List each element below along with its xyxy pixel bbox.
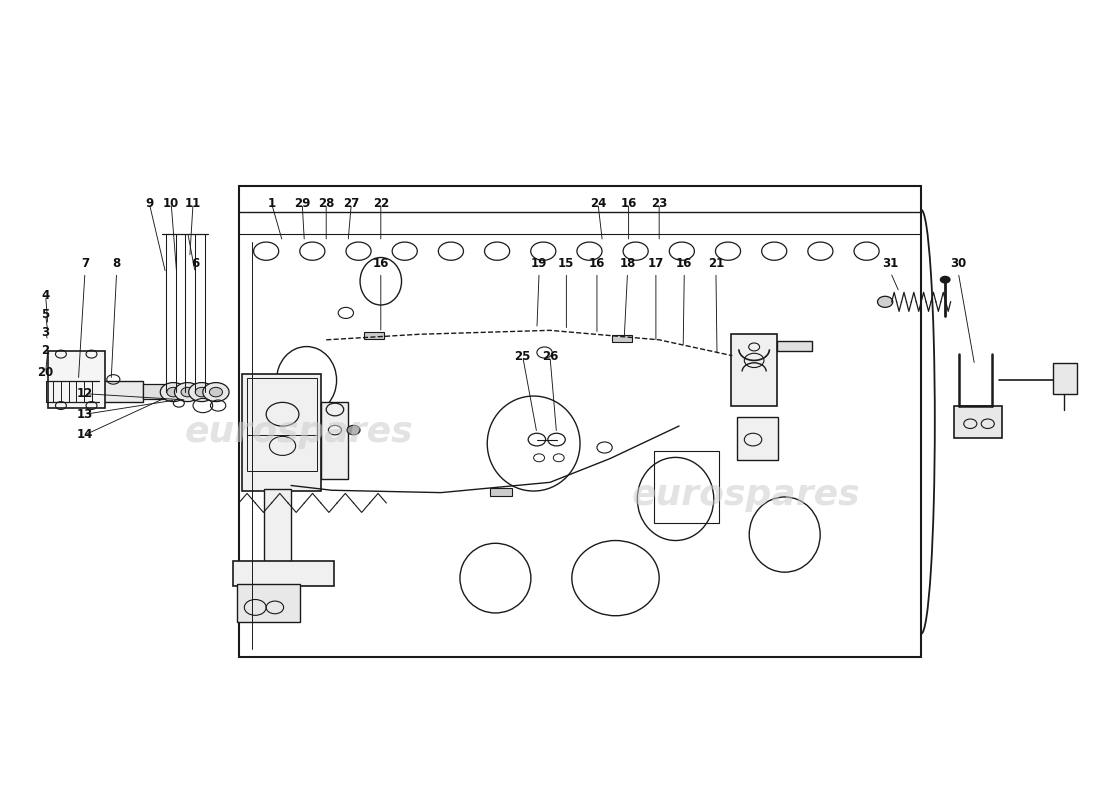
Text: 27: 27	[343, 197, 360, 210]
Text: 3: 3	[42, 326, 50, 339]
Text: 15: 15	[558, 258, 574, 270]
Circle shape	[189, 382, 214, 402]
Bar	[364, 332, 384, 339]
Text: eurospares: eurospares	[632, 478, 861, 512]
Circle shape	[878, 296, 893, 307]
Circle shape	[175, 382, 200, 402]
Bar	[246, 378, 318, 471]
Circle shape	[167, 387, 180, 397]
Text: 28: 28	[318, 197, 334, 210]
Circle shape	[346, 426, 360, 435]
Circle shape	[939, 276, 950, 284]
Circle shape	[161, 382, 187, 402]
Text: 13: 13	[77, 408, 94, 421]
Text: 11: 11	[185, 197, 201, 210]
Text: 23: 23	[651, 197, 668, 210]
Text: 1: 1	[267, 197, 276, 210]
Bar	[143, 384, 167, 399]
Text: 29: 29	[294, 197, 310, 210]
Text: 17: 17	[648, 258, 664, 270]
Circle shape	[182, 387, 194, 397]
Bar	[99, 381, 143, 402]
Bar	[777, 342, 812, 351]
Text: 6: 6	[191, 258, 199, 270]
Bar	[47, 351, 104, 408]
Text: 14: 14	[77, 428, 94, 442]
Text: 8: 8	[112, 258, 121, 270]
Text: 26: 26	[542, 350, 558, 363]
Text: 25: 25	[515, 350, 531, 363]
Bar	[239, 186, 921, 658]
Text: eurospares: eurospares	[185, 414, 414, 449]
Bar	[321, 402, 348, 479]
Bar	[954, 406, 1002, 438]
Text: 16: 16	[373, 258, 389, 270]
Bar	[1054, 362, 1077, 394]
Bar	[264, 490, 292, 562]
Text: 4: 4	[42, 289, 50, 302]
Text: 16: 16	[676, 258, 693, 270]
Text: 20: 20	[37, 366, 54, 378]
Text: 18: 18	[619, 258, 636, 270]
Text: 21: 21	[707, 258, 724, 270]
Text: 19: 19	[531, 258, 548, 270]
Bar	[732, 334, 777, 406]
Bar	[236, 584, 300, 622]
Text: 31: 31	[882, 258, 899, 270]
Bar	[653, 451, 719, 522]
Circle shape	[195, 387, 208, 397]
Text: 10: 10	[163, 197, 179, 210]
Text: 22: 22	[373, 197, 389, 210]
Text: 12: 12	[77, 387, 94, 400]
Circle shape	[209, 387, 222, 397]
Bar	[737, 417, 778, 460]
Text: 5: 5	[42, 308, 50, 321]
Bar	[242, 374, 321, 491]
Bar	[613, 335, 631, 342]
Text: 7: 7	[81, 258, 89, 270]
Bar	[490, 488, 512, 496]
Text: 30: 30	[950, 258, 967, 270]
Text: 16: 16	[620, 197, 637, 210]
Text: 9: 9	[145, 197, 154, 210]
Bar	[233, 561, 334, 586]
Circle shape	[202, 382, 229, 402]
Text: 2: 2	[42, 345, 50, 358]
Text: 16: 16	[588, 258, 605, 270]
Text: 24: 24	[590, 197, 606, 210]
